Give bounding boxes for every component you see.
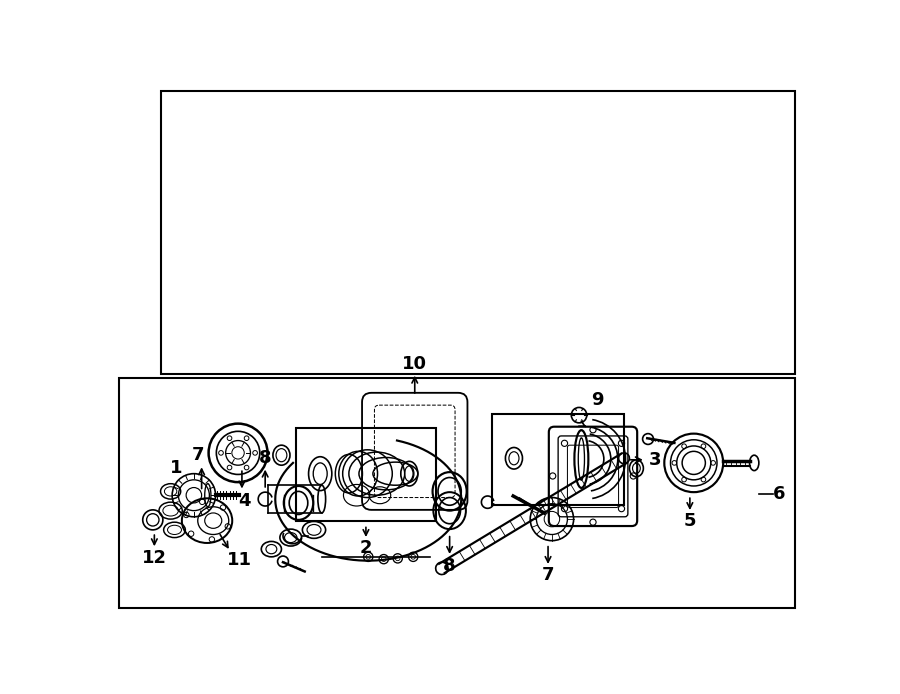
Text: 5: 5: [684, 512, 696, 530]
Text: 4: 4: [238, 491, 250, 509]
Text: 3: 3: [649, 451, 662, 469]
Text: 6: 6: [773, 486, 785, 503]
Text: 7: 7: [192, 446, 204, 464]
Text: 1: 1: [170, 459, 183, 477]
Bar: [296, 428, 436, 520]
Text: 9: 9: [590, 391, 603, 409]
Text: 12: 12: [142, 550, 166, 568]
Bar: [160, 91, 795, 374]
Text: 8: 8: [444, 557, 456, 575]
Text: 8: 8: [259, 448, 272, 466]
Bar: [492, 414, 624, 505]
Text: 7: 7: [542, 566, 554, 584]
Text: 11: 11: [227, 551, 252, 569]
Text: 10: 10: [402, 355, 428, 373]
Bar: [119, 378, 796, 608]
Text: 2: 2: [360, 539, 373, 557]
